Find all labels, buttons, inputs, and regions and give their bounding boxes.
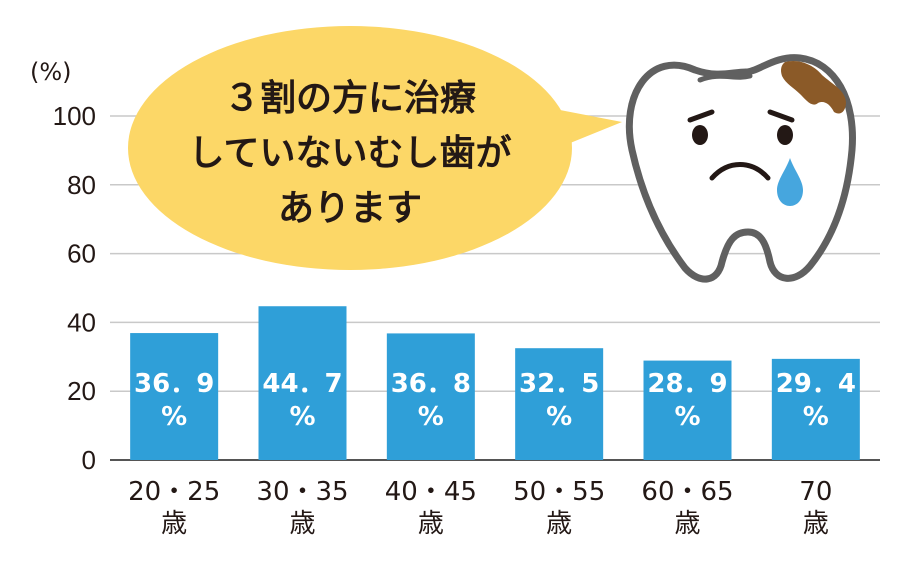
right-eye — [777, 125, 793, 145]
x-tick-label: 40・45 — [385, 477, 477, 507]
right-eyebrow — [767, 109, 795, 123]
x-tick-label: 70 — [799, 477, 832, 507]
bubble-body — [128, 26, 572, 270]
bar-value-label: 36．8 — [391, 369, 471, 399]
frown-mouth — [709, 162, 771, 181]
bar-unit-label: % — [289, 402, 315, 432]
bars: 36．9%44．7%36．8%32．5%28．9%29．4% — [130, 306, 860, 460]
sad-tooth-icon — [625, 54, 856, 283]
bar-value-label: 29．4 — [776, 369, 856, 399]
tooth-crease — [697, 73, 753, 83]
y-tick-label: 80 — [67, 170, 96, 200]
bar-value-label: 28．9 — [647, 369, 727, 399]
x-tick-label: 30・35 — [256, 477, 348, 507]
y-axis-unit-label: (%) — [30, 58, 72, 86]
x-tick-label: 60・65 — [641, 477, 733, 507]
bubble-line-2: していないむし歯が — [189, 133, 512, 174]
bar-value-label: 44．7 — [262, 369, 342, 399]
y-tick-label: 20 — [67, 376, 96, 406]
x-tick-sublabel: 歳 — [161, 509, 187, 539]
cavity-mark — [781, 60, 846, 114]
tooth-outline — [625, 54, 856, 283]
y-tick-label: 40 — [67, 307, 96, 337]
x-tick-sublabel: 歳 — [803, 509, 829, 539]
x-tick-label: 50・55 — [513, 477, 605, 507]
bar — [258, 306, 347, 460]
tear-drop — [777, 158, 803, 206]
x-tick-label: 20・25 — [128, 477, 220, 507]
bar-value-label: 32．5 — [519, 369, 599, 399]
bar-unit-label: % — [803, 402, 829, 432]
bubble-line-1: ３割の方に治療 — [224, 78, 476, 119]
x-tick-sublabel: 歳 — [289, 509, 315, 539]
y-tick-label: 0 — [82, 445, 96, 475]
y-tick-label: 100 — [53, 101, 96, 131]
bar — [130, 333, 219, 460]
bar-value-label: 36．9 — [134, 369, 214, 399]
speech-bubble: ３割の方に治療 していないむし歯が あります — [128, 26, 622, 270]
x-tick-sublabel: 歳 — [546, 509, 572, 539]
bar — [515, 348, 604, 460]
bar-unit-label: % — [161, 402, 187, 432]
bar — [771, 358, 860, 460]
bar — [386, 333, 475, 460]
x-tick-sublabel: 歳 — [674, 509, 700, 539]
left-eyebrow — [687, 109, 715, 123]
bar-unit-label: % — [546, 402, 572, 432]
bar — [643, 360, 732, 460]
bubble-line-3: あります — [278, 188, 422, 229]
bar-unit-label: % — [674, 402, 700, 432]
y-tick-label: 60 — [67, 239, 96, 269]
left-eye — [692, 125, 708, 145]
x-tick-sublabel: 歳 — [418, 509, 444, 539]
bar-unit-label: % — [418, 402, 444, 432]
y-axis-ticks: 0 20 40 60 80 100 — [53, 101, 96, 475]
